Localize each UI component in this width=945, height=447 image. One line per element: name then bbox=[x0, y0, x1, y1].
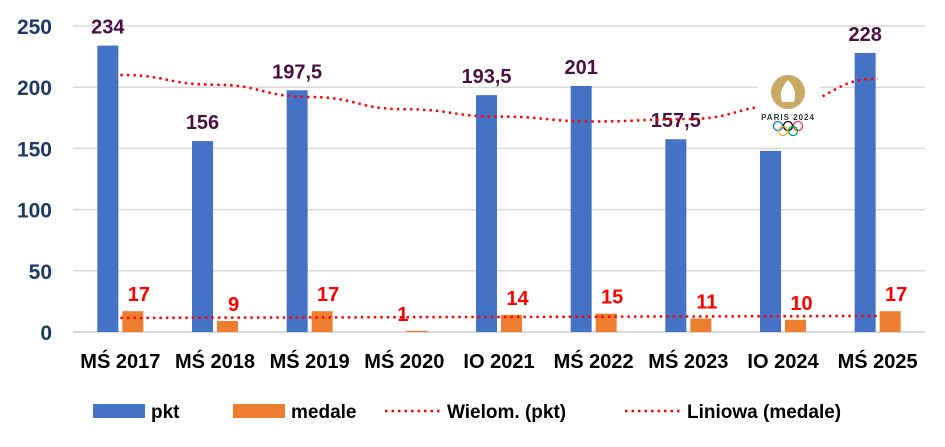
bar-pkt bbox=[665, 139, 687, 332]
legend-swatch bbox=[233, 404, 285, 418]
bar-medale bbox=[217, 320, 238, 332]
data-label-pkt: 234 bbox=[91, 17, 125, 39]
legend-label: Wielom. (pkt) bbox=[447, 402, 566, 423]
bar-pkt bbox=[97, 45, 119, 333]
x-tick-label: MŚ 2018 bbox=[175, 349, 255, 373]
data-label-medale: 11 bbox=[696, 292, 717, 314]
data-label-medale: 10 bbox=[790, 293, 812, 315]
x-tick-label: MŚ 2019 bbox=[270, 349, 350, 373]
bar-pkt bbox=[570, 85, 592, 332]
data-label-pkt: 228 bbox=[848, 24, 881, 46]
legend-label: medale bbox=[291, 402, 356, 423]
y-tick-label: 250 bbox=[17, 16, 52, 39]
data-label-medale: 17 bbox=[128, 284, 150, 306]
legend-label: Liniowa (medale) bbox=[687, 402, 841, 423]
data-label-pkt: 197,5 bbox=[272, 61, 322, 83]
bar-pkt bbox=[760, 150, 781, 332]
x-tick-label: MŚ 2020 bbox=[364, 349, 444, 373]
data-label-medale: 15 bbox=[601, 287, 623, 309]
legend-label: pkt bbox=[151, 402, 180, 423]
bar-medale bbox=[311, 311, 333, 332]
bar-medale bbox=[406, 330, 428, 332]
y-tick-label: 0 bbox=[40, 322, 52, 345]
bar-medale bbox=[595, 313, 617, 332]
bar-medale bbox=[501, 314, 522, 332]
data-label-medale: 17 bbox=[317, 284, 339, 306]
olympic-ring-icon bbox=[777, 125, 789, 137]
y-tick-label: 50 bbox=[29, 261, 52, 284]
y-tick-label: 200 bbox=[17, 77, 52, 100]
bar-medale bbox=[879, 311, 901, 332]
x-tick-label: MŚ 2017 bbox=[80, 349, 160, 373]
olympic-ring-icon bbox=[787, 125, 799, 137]
bar-pkt bbox=[192, 141, 213, 332]
x-tick-label: IO 2024 bbox=[747, 351, 819, 373]
y-tick-label: 150 bbox=[17, 138, 52, 161]
data-label-medale: 17 bbox=[885, 284, 907, 306]
legend-swatch bbox=[93, 404, 145, 418]
trendline-1 bbox=[120, 314, 878, 320]
paris-logo-text: PARIS 2024 bbox=[761, 113, 815, 122]
bar-medale bbox=[785, 319, 806, 332]
bar-pkt bbox=[854, 52, 876, 332]
data-label-medale: 14 bbox=[506, 288, 529, 310]
data-label-pkt: 157,5 bbox=[651, 110, 701, 132]
data-label-pkt: 156 bbox=[186, 112, 219, 134]
x-tick-label: IO 2021 bbox=[463, 351, 534, 373]
data-label-pkt: 193,5 bbox=[461, 66, 511, 88]
y-tick-label: 100 bbox=[17, 200, 52, 223]
data-label-medale: 9 bbox=[228, 294, 239, 316]
paris-logo-flame-icon bbox=[780, 80, 796, 102]
bar-pkt bbox=[476, 95, 497, 332]
data-label-medale: 1 bbox=[397, 304, 408, 326]
bar-pkt bbox=[286, 90, 308, 332]
data-label-pkt: 201 bbox=[564, 57, 597, 79]
x-tick-label: MŚ 2025 bbox=[838, 349, 918, 373]
x-tick-label: MŚ 2022 bbox=[554, 349, 634, 373]
bar-medale bbox=[122, 311, 144, 332]
bar-medale bbox=[690, 318, 712, 332]
x-tick-label: MŚ 2023 bbox=[648, 349, 728, 373]
